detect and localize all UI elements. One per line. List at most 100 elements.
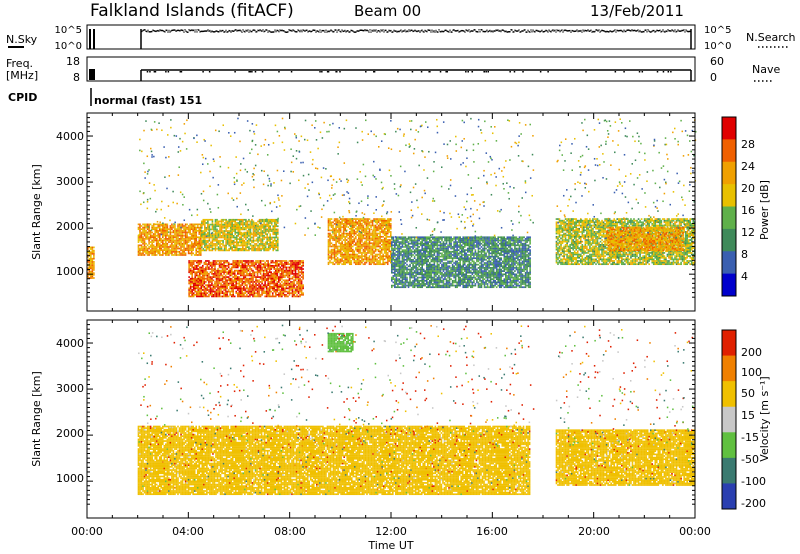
power-cell bbox=[427, 258, 430, 261]
power-cell bbox=[339, 221, 342, 224]
power-cell bbox=[439, 260, 442, 263]
power-cell bbox=[145, 247, 147, 250]
power-cell bbox=[172, 244, 175, 247]
power-cell bbox=[373, 261, 375, 264]
power-cell bbox=[367, 224, 369, 227]
power-cell bbox=[347, 247, 350, 249]
power-cell bbox=[205, 293, 207, 296]
power-cell bbox=[395, 242, 398, 245]
power-cell bbox=[252, 230, 255, 232]
power-cell bbox=[361, 247, 363, 249]
power-cell bbox=[421, 276, 423, 279]
power-cell bbox=[195, 271, 198, 274]
power-cell bbox=[339, 247, 342, 249]
power-cell bbox=[207, 241, 209, 244]
power-cell bbox=[397, 260, 399, 263]
power-cell bbox=[261, 236, 264, 239]
power-cell bbox=[165, 250, 167, 253]
power-cell bbox=[265, 287, 268, 290]
power-cell bbox=[214, 269, 216, 272]
power-cell bbox=[368, 250, 371, 253]
power-cell bbox=[379, 258, 381, 261]
power-cell bbox=[250, 281, 253, 283]
power-cell bbox=[196, 226, 199, 229]
power-cell bbox=[441, 244, 443, 247]
power-cell bbox=[374, 235, 377, 238]
power-cell bbox=[409, 236, 411, 239]
power-cell bbox=[154, 234, 156, 237]
power-cell bbox=[444, 265, 446, 268]
power-cell bbox=[229, 271, 231, 274]
power-cell bbox=[385, 256, 388, 259]
power-cell bbox=[367, 227, 369, 230]
power-cell bbox=[262, 264, 265, 267]
power-cell bbox=[336, 221, 339, 224]
power-cell bbox=[247, 274, 250, 277]
power-cell bbox=[356, 253, 359, 256]
power-cell bbox=[211, 292, 213, 295]
power-cell bbox=[205, 222, 208, 224]
power-cell bbox=[279, 261, 282, 264]
power-cell bbox=[435, 281, 437, 284]
power-cell bbox=[214, 218, 217, 221]
power-cell bbox=[418, 255, 420, 258]
power-cell bbox=[291, 295, 294, 298]
power-cell bbox=[263, 223, 265, 226]
power-cell bbox=[175, 246, 178, 248]
power-cell bbox=[230, 295, 233, 298]
power-cell bbox=[288, 282, 291, 285]
power-cell bbox=[206, 263, 209, 266]
power-cell bbox=[379, 231, 381, 233]
power-cell bbox=[267, 266, 269, 269]
power-cell bbox=[394, 270, 396, 272]
power-cell bbox=[202, 279, 204, 282]
power-cell bbox=[394, 286, 396, 289]
power-cell bbox=[258, 261, 260, 264]
power-cell bbox=[230, 268, 233, 270]
power-cell bbox=[242, 220, 244, 223]
power-cell bbox=[188, 266, 190, 269]
power-cell bbox=[391, 268, 393, 271]
power-cell bbox=[429, 284, 431, 287]
power-cell bbox=[198, 266, 201, 269]
power-cell bbox=[91, 275, 94, 278]
power-cell bbox=[263, 230, 265, 232]
power-cell bbox=[351, 256, 354, 259]
power-cell bbox=[367, 235, 369, 238]
power-cell bbox=[214, 295, 216, 298]
power-cell bbox=[223, 266, 225, 269]
power-cell bbox=[241, 295, 244, 298]
power-cell bbox=[202, 264, 204, 267]
power-cell bbox=[341, 218, 343, 220]
power-cell bbox=[348, 244, 351, 246]
power-cell bbox=[202, 243, 205, 245]
power-cell bbox=[353, 252, 356, 254]
power-cell bbox=[240, 244, 243, 247]
power-cell bbox=[178, 252, 181, 255]
power-cell bbox=[198, 239, 201, 242]
power-cell bbox=[264, 269, 266, 272]
power-cell bbox=[204, 241, 206, 244]
power-cell bbox=[409, 268, 411, 271]
power-cell bbox=[219, 230, 221, 232]
power-cell bbox=[281, 276, 283, 278]
power-cell bbox=[149, 244, 152, 247]
power-cell bbox=[421, 278, 423, 281]
power-cell bbox=[214, 238, 217, 240]
power-cell bbox=[211, 290, 213, 293]
power-cell bbox=[441, 271, 443, 274]
power-cell bbox=[194, 274, 197, 277]
power-cell bbox=[435, 242, 437, 245]
power-cell bbox=[364, 248, 366, 251]
power-cell bbox=[365, 218, 368, 220]
power-cell bbox=[277, 247, 279, 250]
power-cell bbox=[251, 220, 253, 223]
power-cell bbox=[344, 261, 346, 264]
power-cell bbox=[165, 252, 167, 255]
power-cell bbox=[189, 238, 191, 240]
power-cell bbox=[270, 246, 273, 249]
power-cell bbox=[246, 220, 249, 223]
power-cell bbox=[439, 255, 442, 258]
power-cell bbox=[223, 282, 225, 285]
power-cell bbox=[422, 244, 425, 247]
